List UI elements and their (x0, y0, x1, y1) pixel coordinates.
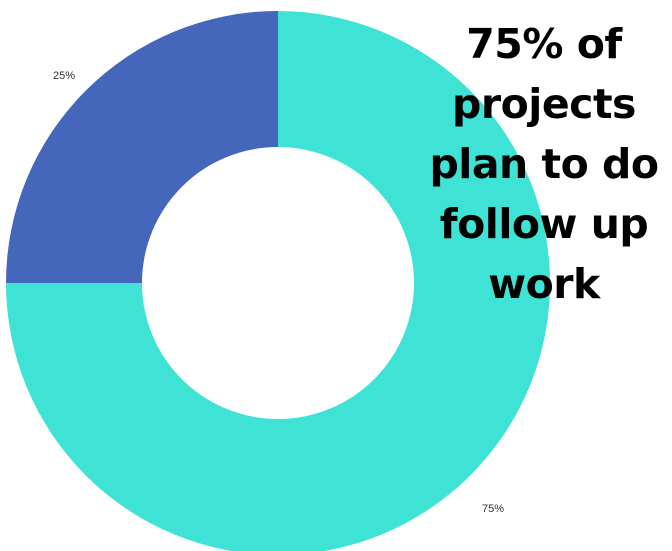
headline-line: 75% of (466, 20, 622, 68)
slice-label-75: 75% (482, 503, 504, 515)
slice-label-25: 25% (53, 70, 75, 82)
donut-slice-75 (6, 11, 550, 551)
headline-line: follow up (439, 200, 649, 248)
headline-line: work (488, 260, 600, 308)
donut-hole (142, 147, 414, 419)
headline-line: projects (452, 80, 636, 128)
headline-text: 75% of projects plan to do follow up wor… (420, 14, 668, 314)
headline-line: plan to do (429, 140, 659, 188)
